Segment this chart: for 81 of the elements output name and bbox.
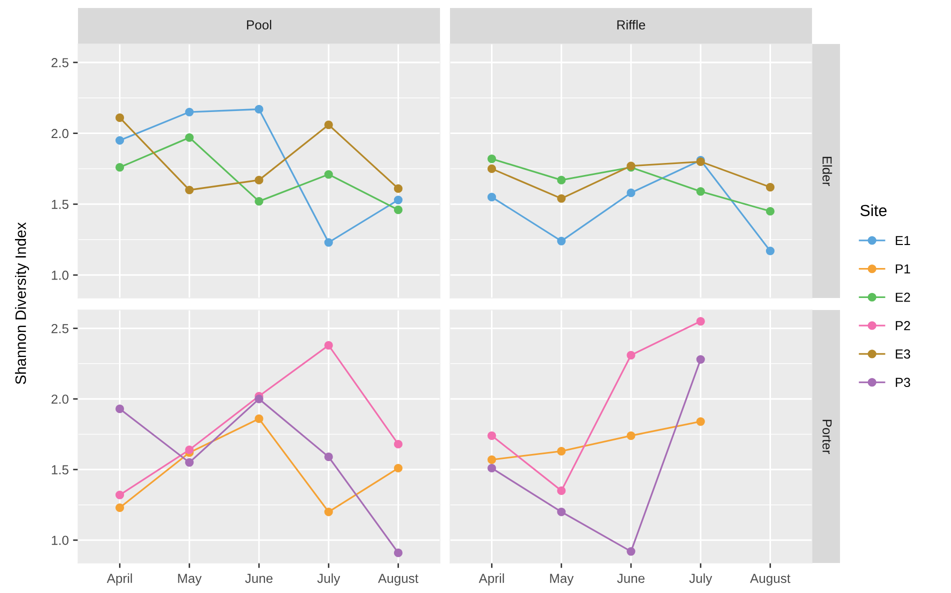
legend-label: P1 <box>896 264 910 274</box>
point <box>324 340 333 350</box>
legend-label: E1 <box>896 236 910 246</box>
point <box>626 188 636 198</box>
point <box>487 164 496 174</box>
x-tick-label: July <box>317 573 340 586</box>
point <box>185 186 194 194</box>
point <box>115 113 124 122</box>
point <box>487 154 496 164</box>
chart-title: Pool <box>247 20 272 30</box>
x-tick-label: June <box>617 574 645 583</box>
point <box>394 464 403 472</box>
point <box>394 206 403 214</box>
point <box>487 455 496 464</box>
point <box>185 108 194 116</box>
point <box>394 440 403 448</box>
point <box>115 404 124 414</box>
point <box>766 182 775 192</box>
text: Elder <box>822 156 832 186</box>
point <box>696 355 705 364</box>
point <box>394 196 403 204</box>
chart-title: Riffle <box>617 20 646 30</box>
point <box>115 163 124 172</box>
legend-label: E2 <box>896 292 910 302</box>
point <box>324 120 333 130</box>
y-tick-label: 1.0 <box>52 270 68 280</box>
point <box>626 547 636 556</box>
point <box>696 316 705 326</box>
point <box>696 417 705 426</box>
point <box>324 508 333 516</box>
point <box>557 176 566 184</box>
y-tick-label: 2.0 <box>52 394 68 404</box>
point <box>115 490 124 500</box>
legend-label: P2 <box>896 321 910 330</box>
x-tick-label: August <box>378 574 418 586</box>
x-tick-label: May <box>550 574 574 586</box>
point <box>487 431 496 440</box>
legend-label: P3 <box>896 378 910 387</box>
point <box>766 246 775 256</box>
point <box>557 508 566 516</box>
point <box>254 176 264 184</box>
point <box>254 394 264 404</box>
legend-label: E3 <box>896 349 910 359</box>
point <box>254 414 264 424</box>
point <box>185 133 194 142</box>
point <box>324 238 333 247</box>
point <box>185 458 194 467</box>
y-tick-label: 1.5 <box>52 200 68 210</box>
y-axis-title: Shannon Diversity Index <box>15 222 29 384</box>
point <box>324 170 333 179</box>
point <box>766 206 775 216</box>
x-tick-label: April <box>106 573 132 586</box>
x-tick-label: July <box>689 573 712 586</box>
point <box>557 446 566 456</box>
point <box>394 184 403 193</box>
point <box>394 548 403 558</box>
y-tick-label: 1.0 <box>52 536 68 545</box>
x-tick-label: June <box>245 574 273 583</box>
y-tick-label: 2.5 <box>52 324 68 334</box>
point <box>185 445 194 454</box>
point <box>254 104 264 114</box>
legend-title: Site <box>860 204 887 216</box>
x-tick-label: April <box>478 573 504 586</box>
point <box>626 350 636 360</box>
y-tick-label: 2.0 <box>52 128 68 138</box>
point <box>557 486 566 496</box>
point <box>626 431 636 440</box>
point <box>487 192 496 202</box>
point <box>115 503 124 512</box>
point <box>324 452 333 462</box>
point <box>557 194 566 203</box>
point <box>254 197 264 206</box>
point <box>696 187 705 196</box>
x-tick-label: August <box>750 574 790 586</box>
point <box>557 236 566 246</box>
point <box>115 136 124 145</box>
y-tick-label: 2.5 <box>52 58 68 68</box>
point <box>487 464 496 472</box>
y-tick-label: 1.5 <box>52 465 68 474</box>
text: Porter <box>822 420 832 454</box>
x-tick-label: May <box>178 574 202 586</box>
